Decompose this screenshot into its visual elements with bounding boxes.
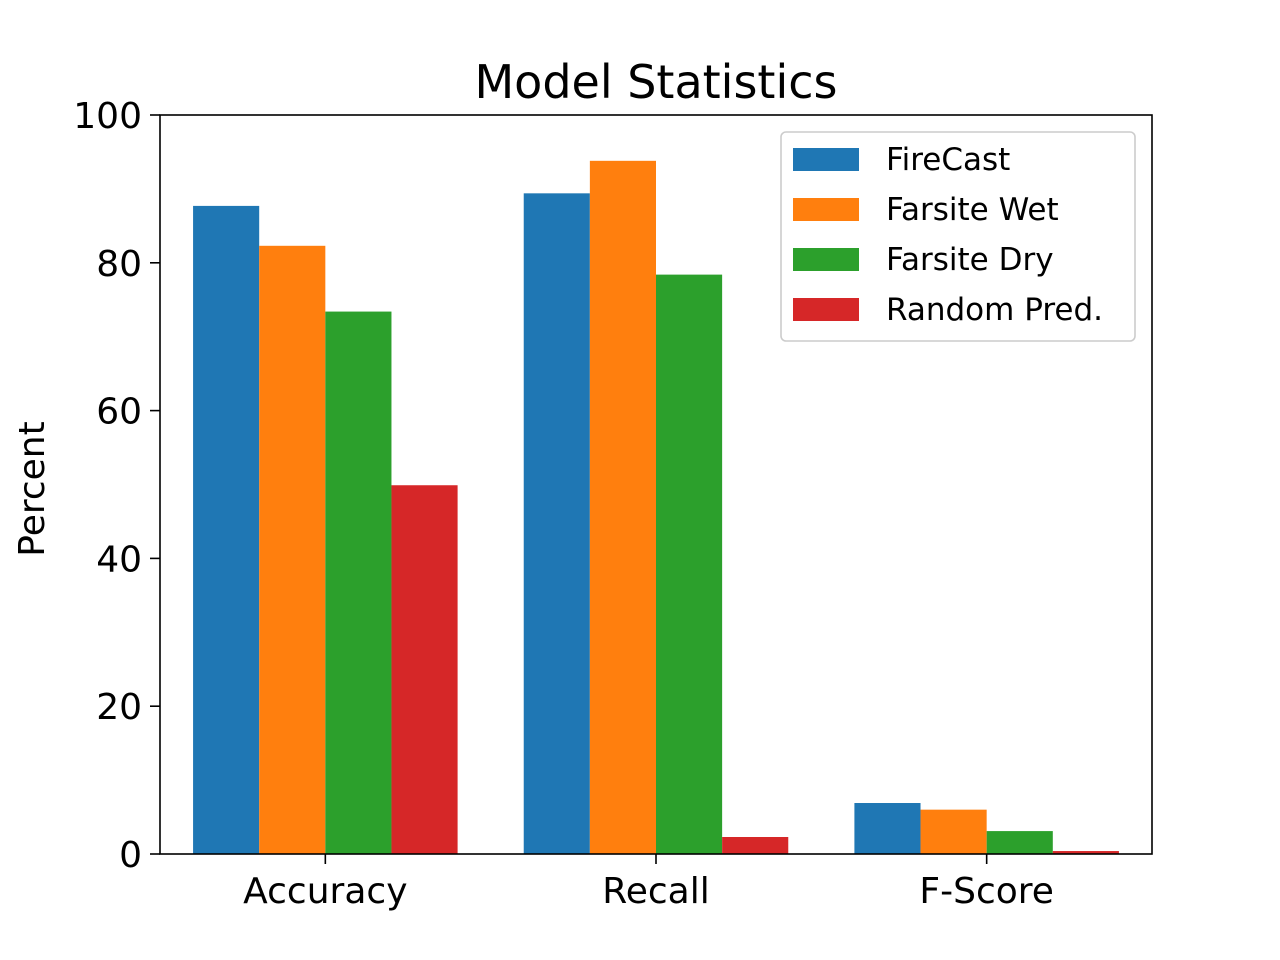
- x-tick-label: Accuracy: [243, 871, 407, 912]
- bar-farsite-dry-f-score: [986, 831, 1053, 854]
- bar-farsite-wet-f-score: [920, 809, 987, 854]
- bar-firecast-accuracy: [193, 205, 260, 854]
- legend-label: Random Pred.: [886, 292, 1103, 328]
- bar-farsite-dry-recall: [656, 274, 723, 854]
- legend-label: Farsite Dry: [886, 242, 1054, 278]
- legend-swatch: [793, 198, 859, 221]
- legend-label: FireCast: [886, 142, 1010, 178]
- bars-group: [193, 160, 1119, 855]
- y-tick-label: 80: [96, 244, 142, 285]
- x-tick-label: Recall: [602, 871, 709, 912]
- y-ticks-group: 0 20 40 60 80 100: [73, 96, 160, 876]
- y-tick-label: 20: [96, 687, 142, 728]
- bar-random-pred-f-score: [1052, 851, 1119, 854]
- bar-random-pred-recall: [722, 837, 789, 854]
- bar-firecast-f-score: [854, 803, 921, 854]
- y-axis-label: Percent: [12, 421, 53, 556]
- bar-firecast-recall: [523, 193, 590, 854]
- bar-farsite-wet-accuracy: [259, 245, 326, 855]
- x-tick-label: F-Score: [919, 871, 1054, 912]
- x-ticks-group: Accuracy Recall F-Score: [243, 854, 1054, 912]
- legend-swatch: [793, 298, 859, 321]
- y-tick-label: 100: [73, 96, 142, 137]
- legend-frame: [780, 131, 1136, 342]
- bar-farsite-wet-recall: [589, 160, 656, 854]
- legend: FireCast Farsite Wet Farsite Dry Random Pre…: [780, 131, 1136, 342]
- plot-frame: [159, 114, 1153, 855]
- legend-swatch: [793, 248, 859, 271]
- chart-title: Model Statistics: [474, 55, 837, 109]
- y-tick-label: 60: [96, 392, 142, 433]
- bar-farsite-dry-accuracy: [325, 311, 392, 854]
- legend-swatch: [793, 148, 859, 171]
- y-tick-label: 40: [96, 539, 142, 580]
- bar-random-pred-accuracy: [391, 485, 458, 854]
- y-tick-label: 0: [119, 835, 142, 876]
- legend-label: Farsite Wet: [886, 192, 1059, 228]
